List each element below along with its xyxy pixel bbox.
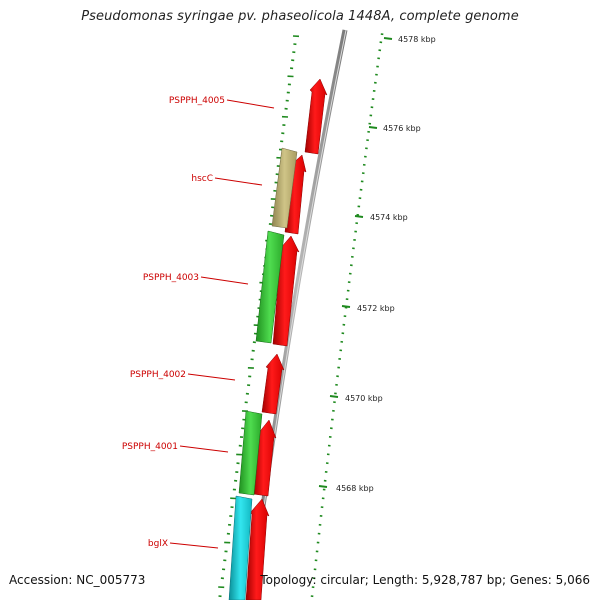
scale-label-4578: 4578 kbp [398,35,436,44]
scale-tick-4570 [329,395,339,398]
scale-label-4572: 4572 kbp [357,304,395,313]
leader-line-PSPPH_4001 [179,445,229,453]
leader-line-bglX [169,542,219,549]
gene-label-PSPPH_4003: PSPPH_4003 [143,273,199,283]
scale-tick-4574 [354,215,364,218]
map-title: Pseudomonas syringae pv. phaseolicola 14… [81,9,519,24]
outer-tick-track [310,33,384,598]
scale-label-4576: 4576 kbp [383,124,421,133]
accession-text: Accession: NC_005773 [9,573,146,587]
gene-label-PSPPH_4005: PSPPH_4005 [169,96,225,106]
inner-tick-track [218,35,300,598]
feature-green-1 [255,230,285,344]
scale-tick-4568 [318,485,328,488]
feature-cyan-bglX [228,495,253,600]
feature-red-6 [245,498,270,600]
feature-red-1 [304,78,328,155]
scale-tick-4572 [341,305,351,308]
topology-text: Topology: circular; Length: 5,928,787 bp… [260,573,590,587]
scale-labels: 4578 kbp 4576 kbp 4574 kbp 4572 kbp 4570… [318,35,436,493]
scale-label-4570: 4570 kbp [345,394,383,403]
gene-label-bglX: bglX [148,539,168,549]
feature-green-2 [238,410,263,496]
leader-line-PSPPH_4003 [200,276,249,285]
gene-labels: PSPPH_4005 hscC PSPPH_4003 PSPPH_4002 PS… [122,96,275,549]
scale-label-4568: 4568 kbp [336,484,374,493]
scale-label-4574: 4574 kbp [370,213,408,222]
gene-label-PSPPH_4001: PSPPH_4001 [122,442,178,452]
gene-label-PSPPH_4002: PSPPH_4002 [130,370,186,380]
leader-line-PSPPH_4005 [226,99,275,109]
gene-features [228,78,328,600]
leader-line-PSPPH_4002 [187,373,236,381]
gene-label-hscC: hscC [191,174,213,184]
scale-tick-4578 [383,37,393,40]
feature-khaki-hscC [271,147,298,229]
leader-line-hscC [214,177,263,186]
scale-tick-4576 [368,126,378,129]
feature-red-4 [261,353,285,415]
